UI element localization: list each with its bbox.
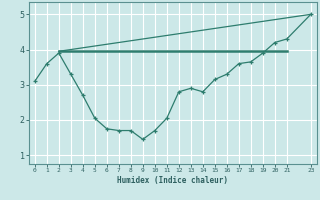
X-axis label: Humidex (Indice chaleur): Humidex (Indice chaleur) xyxy=(117,176,228,185)
